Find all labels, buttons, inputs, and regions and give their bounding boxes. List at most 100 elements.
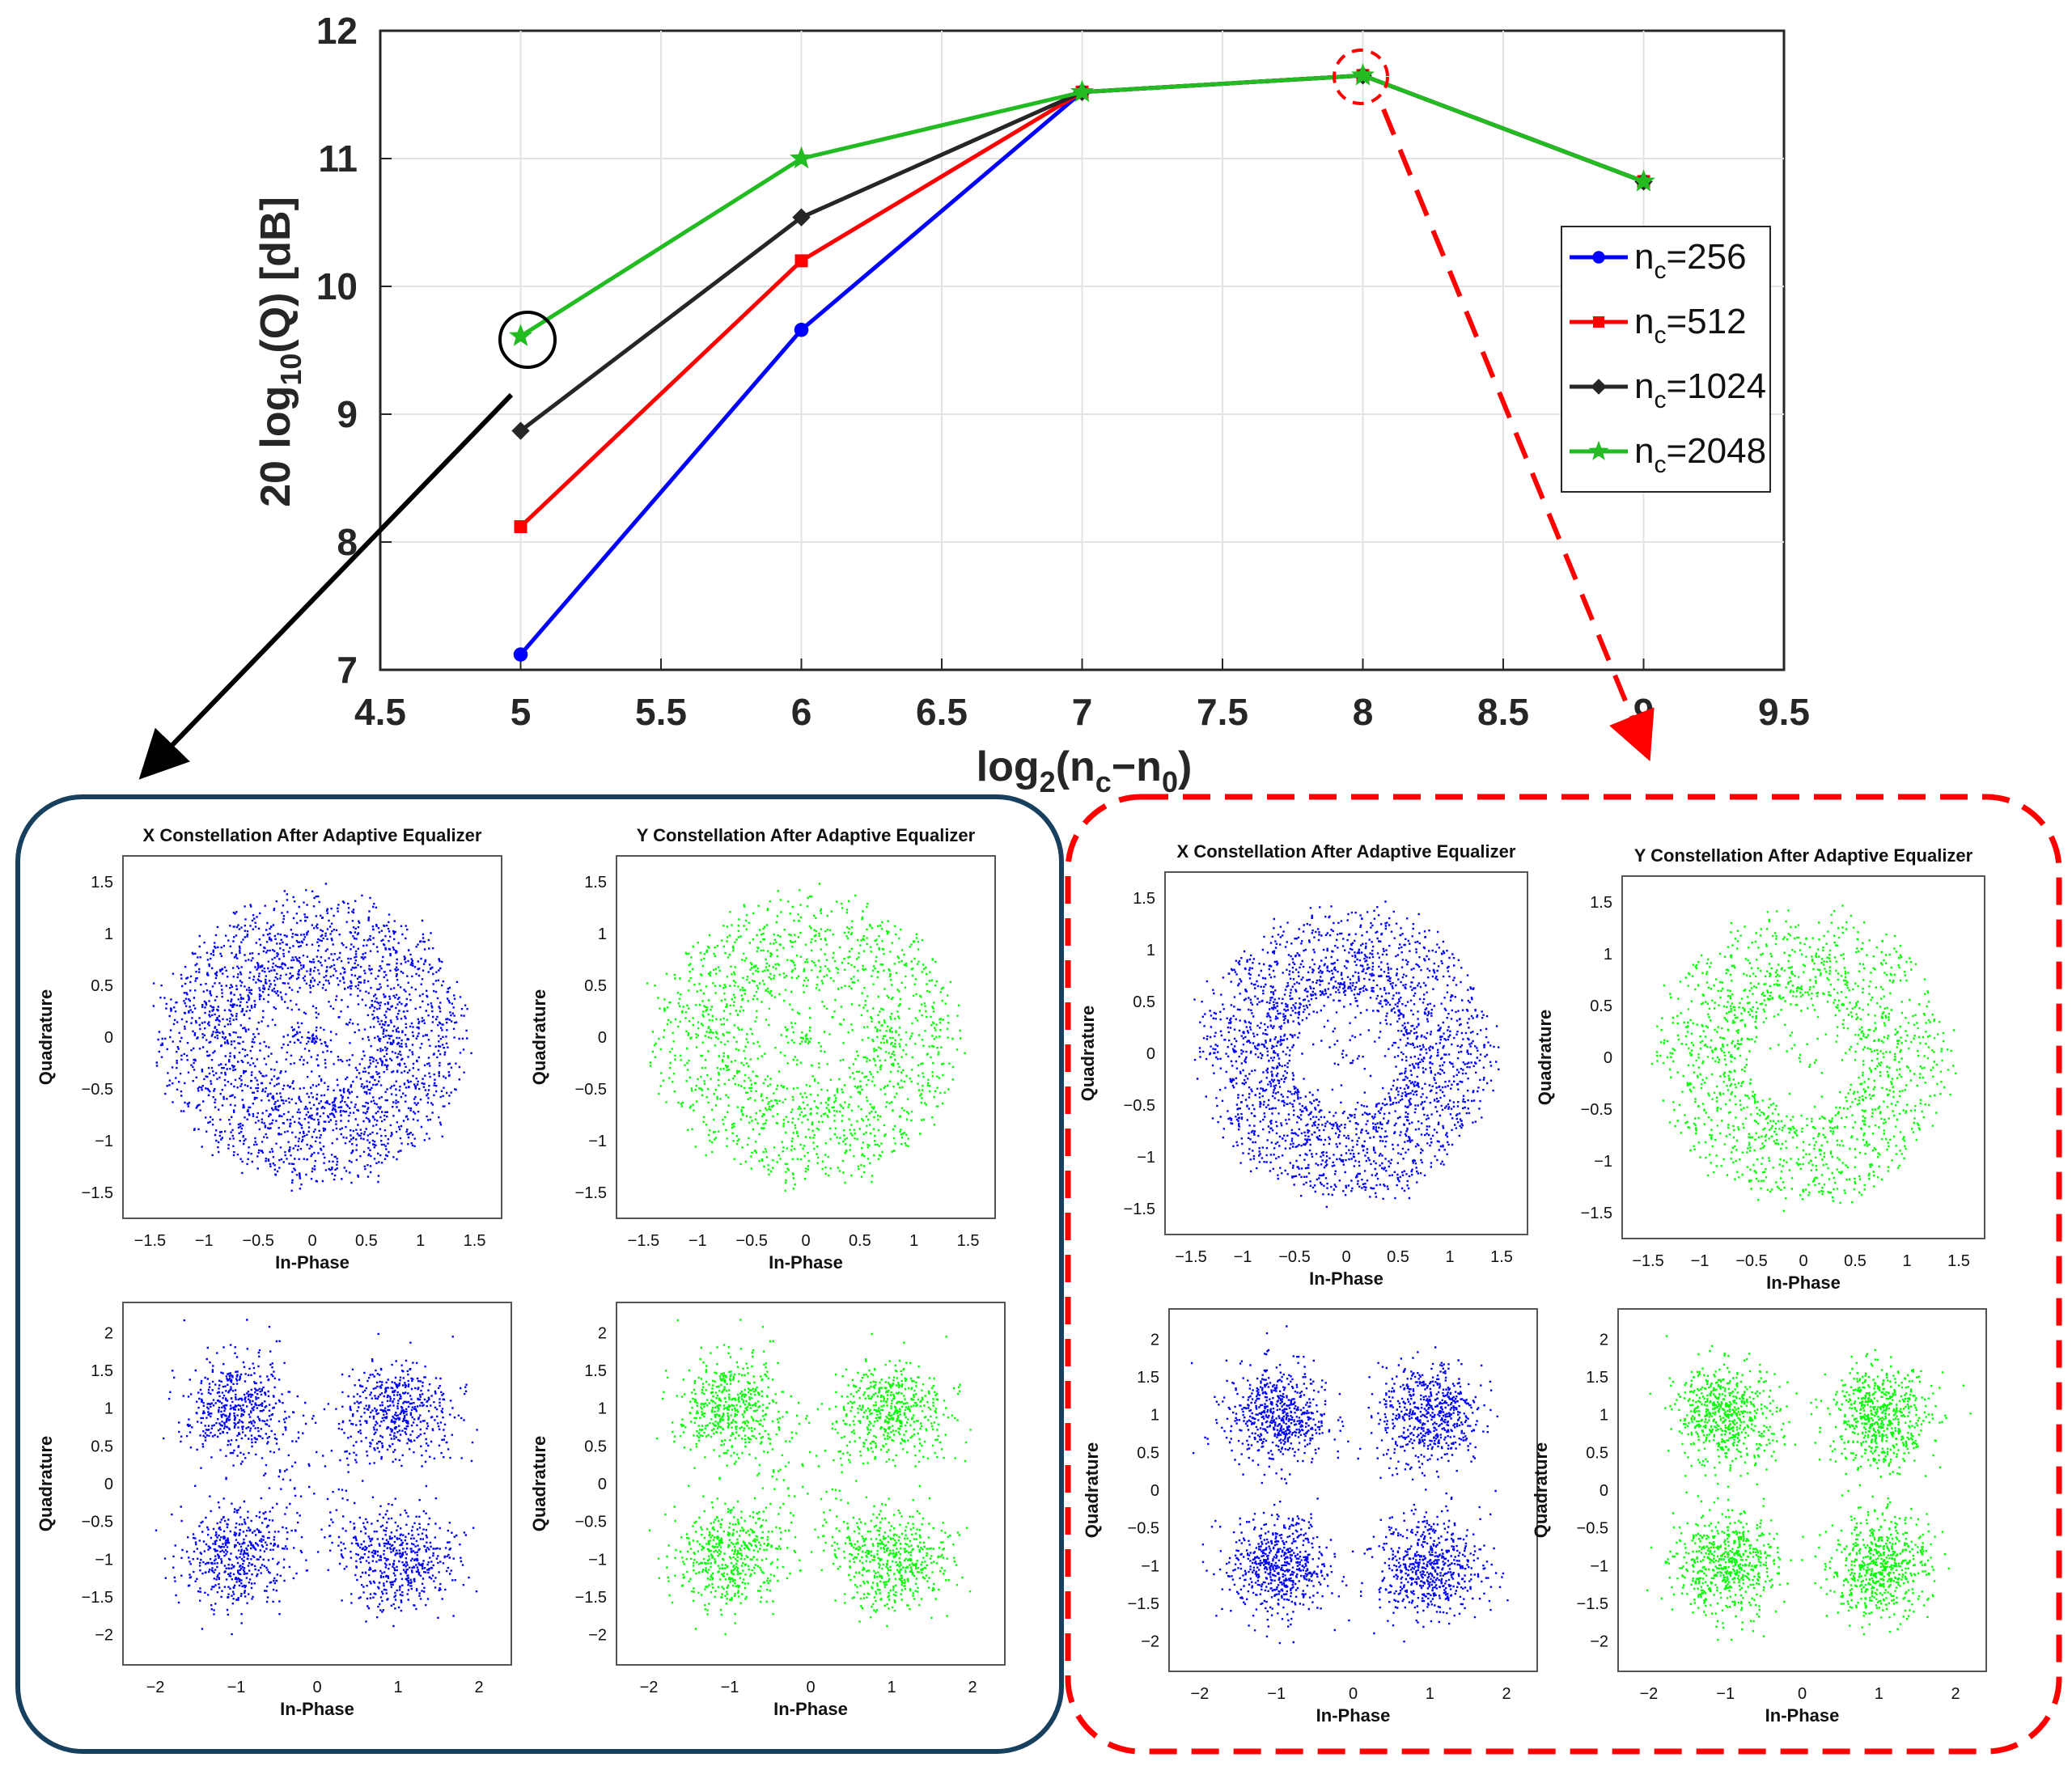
subplot-x-tick: 0 xyxy=(1341,1248,1350,1266)
legend: nc=256 nc=512 nc=1024 nc=2048 xyxy=(1561,226,1771,493)
subplot-y-tick: −1 xyxy=(95,1133,113,1150)
x-tick-label: 7.5 xyxy=(1197,691,1248,733)
scatter-points xyxy=(155,1319,478,1636)
legend-label: nc=512 xyxy=(1634,302,1747,349)
marker-star xyxy=(1351,63,1375,86)
subplot-axes-box xyxy=(616,1302,1006,1666)
subplot-x-tick: 2 xyxy=(474,1679,483,1696)
subplot-x-tick: 0.5 xyxy=(849,1232,871,1250)
subplot-y-tick: −1.5 xyxy=(1124,1201,1155,1218)
subplot-x-tick: −0.5 xyxy=(735,1232,767,1250)
subplot-y-tick: 1.5 xyxy=(91,1362,113,1380)
subplot-axes-box xyxy=(1164,871,1528,1235)
arrow-red-dashed xyxy=(1381,108,1655,762)
subplot-x-tick: 0.5 xyxy=(1844,1252,1866,1270)
legend-label: nc=256 xyxy=(1634,237,1747,284)
subplot-title: Y Constellation After Adaptive Equalizer xyxy=(1634,845,1973,866)
marker-diamond xyxy=(792,208,811,227)
right-panel-frame xyxy=(1065,794,2062,1755)
x-tick-labels: 4.5 5 5.5 6 6.5 7 7.5 8 8.5 9 9.5 xyxy=(354,691,1810,733)
marker-square xyxy=(794,254,808,268)
subplot-x-tick: 1 xyxy=(909,1232,918,1250)
subplot-x-label: In-Phase xyxy=(769,1252,843,1273)
subplot-x-tick: −1 xyxy=(689,1232,707,1250)
x-tick-label: 8 xyxy=(1353,691,1374,733)
subplot-x-tick: −1 xyxy=(195,1232,214,1250)
constellation-subplots: X Constellation After Adaptive Equalizer… xyxy=(36,825,1987,1726)
subplot-y-tick: 1 xyxy=(1604,946,1612,963)
y-tick-label: 12 xyxy=(316,10,358,52)
subplot-y-tick: 1.5 xyxy=(1137,1369,1159,1387)
subplot-y-tick: −1 xyxy=(1137,1149,1155,1167)
subplot-x-tick: 1 xyxy=(1445,1248,1454,1266)
subplot-x-tick: −2 xyxy=(1640,1685,1659,1703)
marker-square xyxy=(1593,316,1604,328)
subplot-x-tick: 1.5 xyxy=(464,1232,486,1250)
subplot-x-tick: −1 xyxy=(1234,1248,1252,1266)
subplot-y-tick: 0.5 xyxy=(1586,1444,1608,1462)
left-subplot-4: −2 −1 0 1 2 2 1.5 1 0.5 0 −0.5 −1 −1.5 −2 In-Phase Quad… xyxy=(529,1302,1006,1719)
subplot-y-tick: 1.5 xyxy=(1590,894,1612,912)
series-group xyxy=(509,63,1655,662)
subplot-y-label: Quadrature xyxy=(1531,1442,1551,1539)
subplot-x-tick: 0 xyxy=(801,1232,810,1250)
scatter-points xyxy=(648,1319,972,1636)
subplot-y-tick: 1 xyxy=(598,1400,607,1418)
subplot-x-tick: 2 xyxy=(1951,1685,1960,1703)
subplot-y-label: Quadrature xyxy=(1082,1442,1102,1539)
subplot-y-tick: −2 xyxy=(95,1627,113,1645)
subplot-y-label: Quadrature xyxy=(529,989,549,1086)
subplot-y-tick: 1.5 xyxy=(584,1362,607,1380)
marker-star xyxy=(790,146,813,169)
x-tick-label: 6 xyxy=(791,691,812,733)
subplot-y-tick: 0 xyxy=(1150,1482,1159,1500)
subplot-x-tick: 0.5 xyxy=(1387,1248,1409,1266)
subplot-y-tick: 0.5 xyxy=(1133,993,1155,1011)
y-tick-label: 9 xyxy=(337,393,358,435)
subplot-x-tick: 1 xyxy=(1902,1252,1911,1270)
subplot-x-tick: 1 xyxy=(393,1679,402,1696)
subplot-x-tick: −0.5 xyxy=(1735,1252,1767,1270)
x-tick-label: 6.5 xyxy=(916,691,968,733)
subplot-y-tick: −1.5 xyxy=(82,1184,113,1202)
subplot-y-tick: 0.5 xyxy=(584,1438,607,1455)
subplot-y-tick: 1 xyxy=(1600,1407,1608,1425)
marker-diamond xyxy=(1591,379,1607,395)
scatter-points xyxy=(1190,1325,1509,1645)
right-subplot-1: X Constellation After Adaptive Equalizer… xyxy=(1078,841,1528,1289)
legend-entry: nc=512 xyxy=(1570,302,1747,349)
subplot-y-tick: −1 xyxy=(1594,1153,1612,1171)
subplot-x-tick: 2 xyxy=(968,1679,977,1696)
subplot-y-tick: −1.5 xyxy=(82,1589,113,1607)
subplot-title: X Constellation After Adaptive Equalizer xyxy=(143,825,482,845)
subplot-title: X Constellation After Adaptive Equalizer xyxy=(1177,841,1516,862)
legend-label: nc=1024 xyxy=(1634,366,1766,413)
highlight-circle-red xyxy=(1333,49,1389,105)
legend-entry: nc=2048 xyxy=(1570,431,1766,478)
subplot-y-tick: 0 xyxy=(598,1029,607,1047)
subplot-x-tick: −1 xyxy=(1267,1685,1286,1703)
subplot-x-tick: −1.5 xyxy=(1632,1252,1663,1270)
subplot-axes-box xyxy=(122,1302,512,1666)
subplot-y-tick: −1.5 xyxy=(575,1589,607,1607)
subplot-x-tick: −2 xyxy=(640,1679,659,1696)
subplot-y-tick: 1.5 xyxy=(584,874,607,891)
subplot-x-tick: −1.5 xyxy=(1175,1248,1206,1266)
right-subplot-3: −2 −1 0 1 2 2 1.5 1 0.5 0 −0.5 −1 −1.5 −2 In-Phase Quad… xyxy=(1082,1308,1538,1726)
subplot-y-tick: 2 xyxy=(1150,1331,1159,1349)
marker-circle xyxy=(794,322,809,337)
subplot-y-tick: 1 xyxy=(1146,942,1155,959)
subplot-x-tick: 0 xyxy=(312,1679,321,1696)
subplot-y-tick: −1 xyxy=(1141,1557,1159,1575)
subplot-y-tick: 0.5 xyxy=(91,1438,113,1455)
subplot-x-tick: −1 xyxy=(227,1679,246,1696)
subplot-x-tick: −2 xyxy=(146,1679,165,1696)
subplot-y-tick: −0.5 xyxy=(575,1514,607,1531)
subplot-x-tick: −2 xyxy=(1191,1685,1210,1703)
scatter-points xyxy=(1646,1335,1972,1641)
subplot-x-tick: −1 xyxy=(1691,1252,1710,1270)
left-subplot-3: −2 −1 0 1 2 2 1.5 1 0.5 0 −0.5 −1 −1.5 −2 In-Phase Quad… xyxy=(36,1302,512,1719)
subplot-x-tick: −0.5 xyxy=(242,1232,273,1250)
y-tick-label: 10 xyxy=(316,265,358,307)
